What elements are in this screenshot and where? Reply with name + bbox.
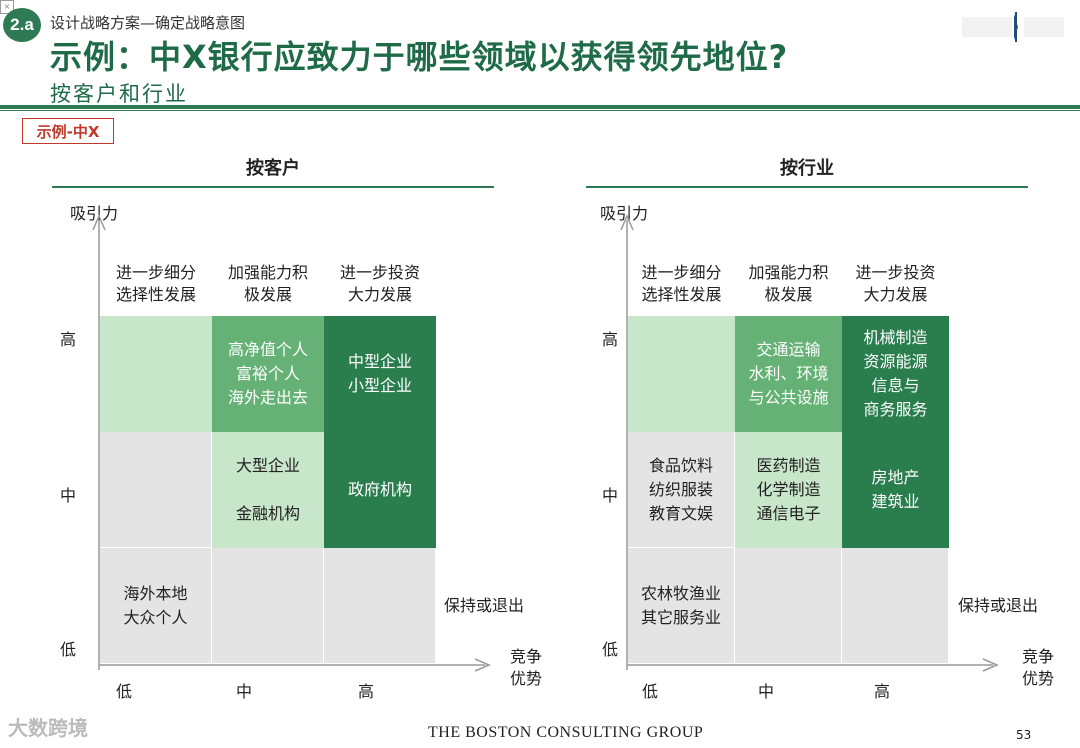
y-axis-label: 吸引力 [70,204,119,223]
exit-label: 保持或退出 [444,596,525,615]
matrix-cell [735,548,842,664]
col-head-low: 进一步细分 选择性发展 [115,263,196,304]
y-axis-label: 吸引力 [600,204,649,223]
matrix-cell: 海外本地 大众个人 [100,548,212,664]
panel-title-customer: 按客户 [246,158,300,179]
col-head-high: 进一步投资 大力发展 [855,263,936,304]
x-tick-low: 低 [642,682,659,701]
breadcrumb: 设计战略方案—确定战略意图 [50,14,246,32]
arrow-right-icon [982,658,999,672]
matrix-cell: 高净值个人 富裕个人 海外走出去 [212,316,324,432]
row-label-high: 高 [60,330,77,349]
matrix-cell: 农林牧渔业 其它服务业 [628,548,735,664]
matrix-cell: 机械制造 资源能源 信息与 商务服务 [842,316,949,432]
page-title: 示例：中X银行应致力于哪些领域以获得领先地位? [50,38,789,76]
x-tick-mid: 中 [758,682,775,701]
example-tag: 示例-中X [22,118,114,144]
matrix-cell: 中型企业 小型企业 [324,316,436,432]
matrix-cell: 食品饮料 纺织服装 教育文娱 [628,432,735,548]
col-head-high: 进一步投资 大力发展 [339,263,420,304]
matrix-cell: 医药制造 化学制造 通信电子 [735,432,842,548]
matrix-cell [100,316,212,432]
matrix-cell [842,548,949,664]
matrix-cell [628,316,735,432]
section-badge: 2.a [3,8,41,42]
x-tick-low: 低 [116,682,133,701]
row-label-low: 低 [602,640,619,659]
exit-label: 保持或退出 [958,596,1039,615]
footer-brand: THE BOSTON CONSULTING GROUP [428,724,704,741]
panel-divider [52,186,494,188]
matrix-cell: 交通运输 水利、环境 与公共设施 [735,316,842,432]
x-tick-mid: 中 [236,682,253,701]
axes [620,214,999,672]
header-divider [0,105,1080,109]
arrow-up-icon [620,214,634,231]
matrix-cell [212,548,324,664]
matrix-cell [324,548,436,664]
panel-divider [586,186,1028,188]
axes [92,214,491,672]
x-tick-high: 高 [358,682,375,701]
logo-mark-icon [962,12,1064,42]
col-head-low: 进一步细分 选择性发展 [641,263,722,304]
x-axis-label: 竞争 优势 [510,647,543,688]
panel-title-industry: 按行业 [780,158,834,179]
row-label-low: 低 [60,640,77,659]
matrix-cell: 大型企业 金融机构 [212,432,324,548]
col-head-mid: 加强能力积 极发展 [748,263,829,304]
matrix-cell [100,432,212,548]
col-head-mid: 加强能力积 极发展 [227,263,308,304]
matrix-cell: 政府机构 [324,432,436,548]
watermark: 大数跨境 [8,716,88,740]
page-subtitle: 按客户和行业 [50,82,188,106]
row-label-mid: 中 [602,486,619,505]
header-divider-thin [0,110,1080,111]
x-tick-high: 高 [874,682,891,701]
page-number: 53 [1016,728,1032,742]
arrow-right-icon [474,658,491,672]
arrow-up-icon [92,214,106,231]
row-label-high: 高 [602,330,619,349]
x-axis-label: 竞争 优势 [1022,647,1055,688]
row-label-mid: 中 [60,486,77,505]
matrix-cell: 房地产 建筑业 [842,432,949,548]
